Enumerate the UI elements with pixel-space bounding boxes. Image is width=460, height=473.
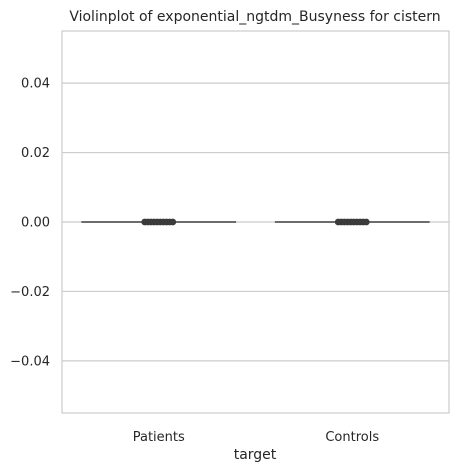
x-axis-label: target xyxy=(234,447,277,463)
y-axis-ticks: −0.04 −0.02 0.00 0.02 0.04 xyxy=(10,77,50,370)
plot-frame xyxy=(61,30,450,414)
x-axis-ticks: Patients Controls xyxy=(133,430,380,445)
y-tick-label: −0.02 xyxy=(10,285,50,300)
x-tick-label: Patients xyxy=(133,430,185,445)
violin-point xyxy=(169,218,177,226)
y-tick-label: 0.02 xyxy=(21,146,50,161)
chart-title: Violinplot of exponential_ngtdm_Busyness… xyxy=(69,9,440,25)
violins xyxy=(81,218,430,226)
y-tick-label: 0.04 xyxy=(21,77,50,92)
y-tick-label: −0.04 xyxy=(10,354,50,369)
x-tick-label: Controls xyxy=(325,430,379,445)
violin-point xyxy=(362,218,370,226)
y-tick-label: 0.00 xyxy=(21,216,50,231)
